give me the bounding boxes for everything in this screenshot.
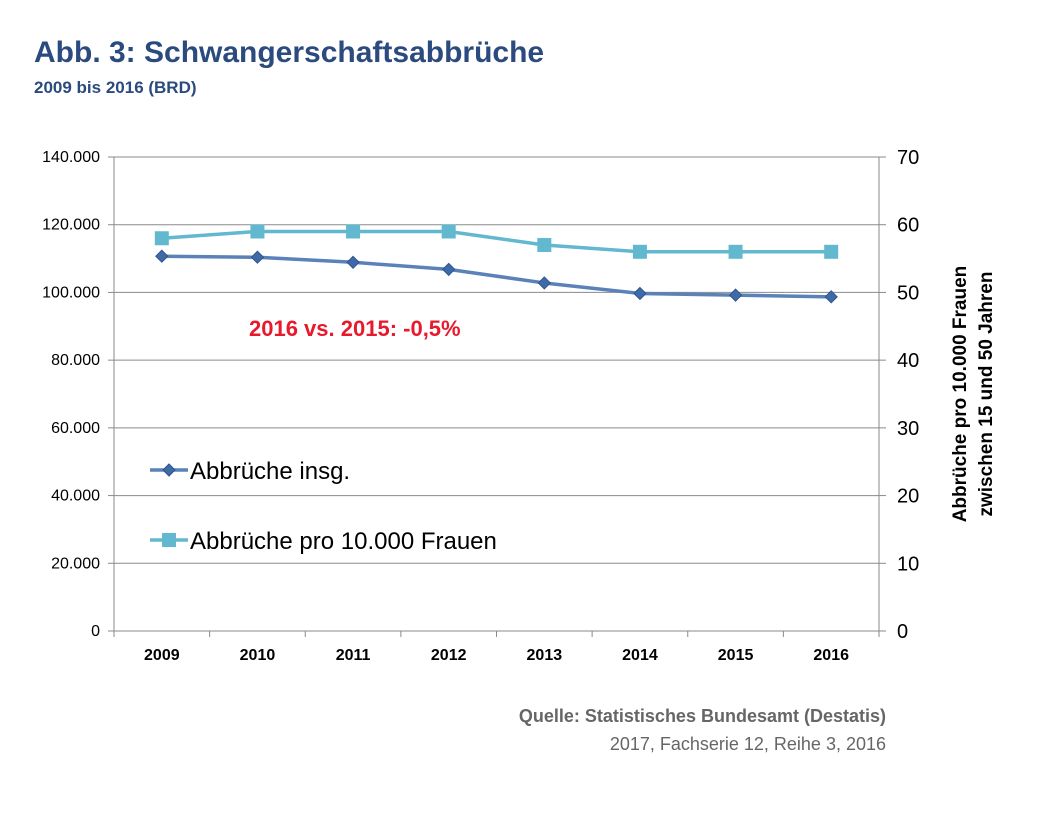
x-tick-label: 2015 <box>718 647 754 664</box>
data-point <box>346 255 360 270</box>
x-axis-ticks: 2009 2010 2011 2012 2013 2014 2015 2016 <box>144 647 849 664</box>
right-tick-label: 50 <box>897 282 919 304</box>
data-point <box>346 224 361 239</box>
data-point <box>250 224 265 239</box>
source-line-1: Quelle: Statistisches Bundesamt (Destati… <box>518 706 886 726</box>
gridlines <box>114 156 879 632</box>
x-tick-label: 2013 <box>527 647 563 664</box>
left-tick-label: 0 <box>91 623 100 640</box>
right-tick-label: 0 <box>897 621 908 643</box>
legend-label: Abbrüche insg. <box>190 458 350 485</box>
right-axis-ticks: 0 10 20 30 40 50 60 70 <box>897 147 919 643</box>
x-tick-label: 2011 <box>336 647 371 664</box>
left-tick-label: 120.000 <box>42 217 100 234</box>
left-axis-ticks: 0 20.000 40.000 60.000 80.000 100.000 120.000 1… <box>42 149 100 640</box>
left-tick-label: 60.000 <box>51 420 100 437</box>
data-point <box>250 250 265 264</box>
right-tick-label: 60 <box>897 215 919 237</box>
legend-marker <box>162 463 176 477</box>
data-point <box>632 244 647 259</box>
left-tick-label: 40.000 <box>51 488 100 505</box>
left-tick-label: 20.000 <box>51 555 100 572</box>
data-point <box>633 286 647 301</box>
data-point <box>728 244 743 259</box>
data-series <box>154 224 839 304</box>
data-point <box>537 276 552 290</box>
data-point <box>155 249 169 263</box>
data-point <box>441 224 456 239</box>
data-point <box>728 288 743 302</box>
legend-label: Abbrüche pro 10.000 Frauen <box>190 528 497 555</box>
left-tick-label: 100.000 <box>42 284 100 301</box>
chart-title: Abb. 3: Schwangerschaftsabbrüche <box>34 36 545 69</box>
legend-marker <box>162 533 176 547</box>
source-line-2: 2017, Fachserie 12, Reihe 3, 2016 <box>609 734 886 754</box>
x-tick-label: 2012 <box>431 647 467 664</box>
right-axis-label-line: zwischen 15 und 50 Jahren <box>976 272 997 517</box>
series-line <box>161 229 832 254</box>
axes <box>108 156 886 637</box>
series-line <box>161 254 832 299</box>
data-point <box>824 244 839 259</box>
left-tick-label: 80.000 <box>51 352 100 369</box>
x-tick-label: 2016 <box>813 647 849 664</box>
right-tick-label: 30 <box>897 418 919 440</box>
right-axis-label-line: Abbrüche pro 10.000 Frauen <box>950 266 971 523</box>
chart-annotation: 2016 vs. 2015: -0,5% <box>249 316 461 341</box>
right-tick-label: 40 <box>897 350 919 372</box>
right-axis-label: Abbrüche pro 10.000 Frauen zwischen 15 un… <box>950 266 997 523</box>
x-tick-label: 2009 <box>144 647 180 664</box>
right-tick-label: 70 <box>897 147 919 169</box>
legend: Abbrüche insg. Abbrüche pro 10.000 Frauen <box>150 458 497 555</box>
left-tick-label: 140.000 <box>42 149 100 166</box>
data-point <box>537 238 552 253</box>
chart-subtitle: 2009 bis 2016 (BRD) <box>34 78 197 97</box>
data-point <box>154 231 169 246</box>
right-tick-label: 20 <box>897 486 919 508</box>
data-point <box>441 262 456 277</box>
x-tick-label: 2010 <box>240 647 276 664</box>
data-point <box>824 290 838 304</box>
x-tick-label: 2014 <box>622 647 658 664</box>
right-tick-label: 10 <box>897 553 919 575</box>
